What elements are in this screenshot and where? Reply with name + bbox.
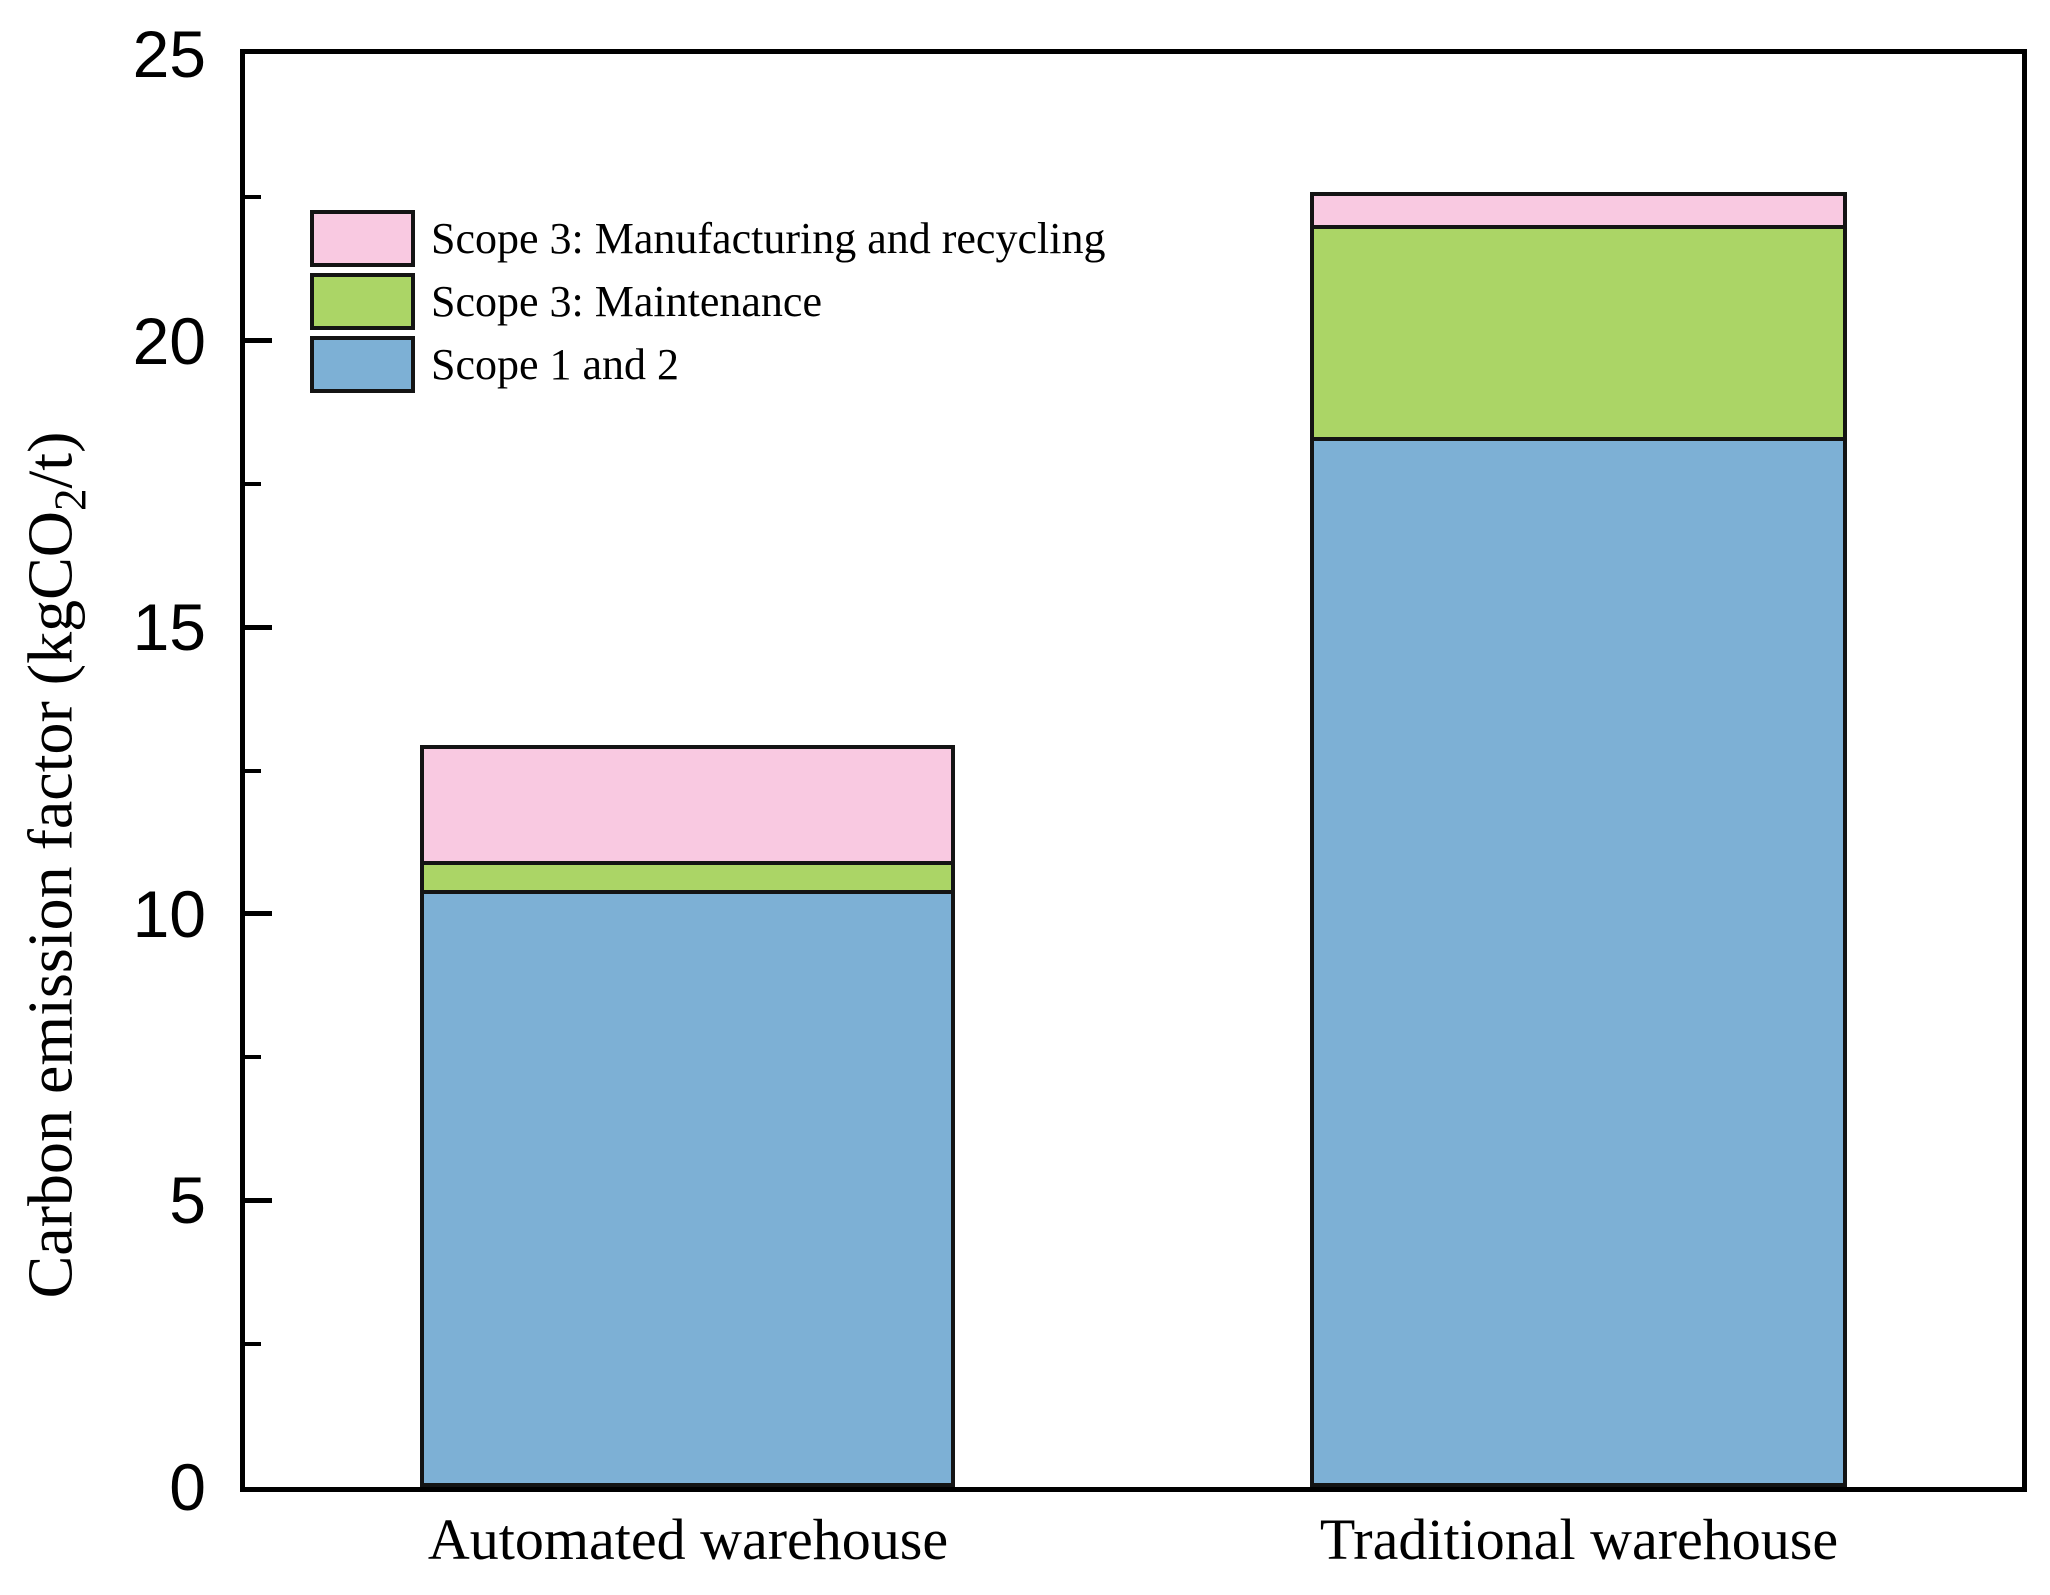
x-category-label: Traditional warehouse xyxy=(1319,1507,1839,1572)
y-tick-label: 5 xyxy=(169,1163,206,1237)
bar-segment xyxy=(420,890,955,1487)
y-minor-tick xyxy=(245,769,261,773)
bar-segment xyxy=(1310,437,1847,1487)
y-tick-label: 0 xyxy=(169,1450,206,1524)
legend-label: Scope 3: Manufacturing and recycling xyxy=(431,214,1106,263)
y-tick-label: 25 xyxy=(132,17,206,91)
plot-area: Scope 3: Manufacturing and recycling Scop… xyxy=(240,49,2027,1492)
legend-item: Scope 3: Maintenance xyxy=(310,273,1105,330)
y-major-tick xyxy=(245,911,272,916)
y-tick-label: 15 xyxy=(132,590,206,664)
y-major-tick xyxy=(245,1198,272,1203)
bar-segment xyxy=(1310,225,1847,441)
legend-swatch xyxy=(310,210,415,267)
y-minor-tick xyxy=(245,1342,261,1346)
legend-label: Scope 1 and 2 xyxy=(431,340,680,389)
bar-segment xyxy=(420,745,955,865)
x-category-label: Automated warehouse xyxy=(427,1507,949,1572)
legend: Scope 3: Manufacturing and recycling Scop… xyxy=(310,210,1105,399)
legend-swatch xyxy=(310,336,415,393)
legend-item: Scope 3: Manufacturing and recycling xyxy=(310,210,1105,267)
y-minor-tick xyxy=(245,482,261,486)
bar-segment xyxy=(1310,192,1847,229)
bar-segment xyxy=(420,861,955,894)
y-axis-title-suffix: /t) xyxy=(14,431,86,489)
legend-label: Scope 3: Maintenance xyxy=(431,277,822,326)
y-major-tick xyxy=(245,338,272,343)
legend-swatch xyxy=(310,273,415,330)
y-minor-tick xyxy=(245,1055,261,1059)
legend-item: Scope 1 and 2 xyxy=(310,336,1105,393)
y-minor-tick xyxy=(245,195,261,199)
y-tick-label: 20 xyxy=(132,304,206,378)
y-axis-title-subscript: 2 xyxy=(45,488,96,511)
y-major-tick xyxy=(245,625,272,630)
y-tick-label: 10 xyxy=(132,877,206,951)
